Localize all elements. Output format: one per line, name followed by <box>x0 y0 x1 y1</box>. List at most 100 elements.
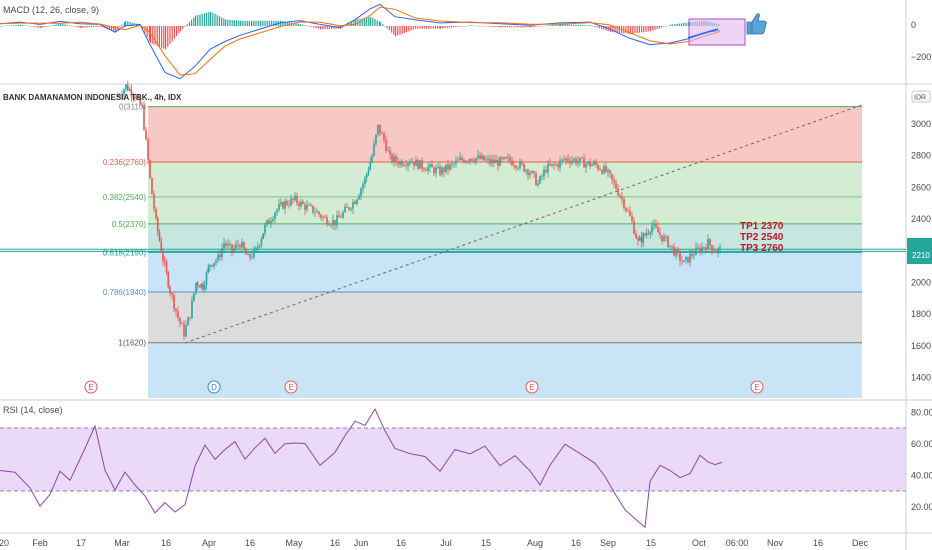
macd-histogram-bar <box>11 25 13 26</box>
candle-body <box>134 97 136 99</box>
macd-histogram-bar <box>476 25 478 27</box>
macd-histogram-bar <box>44 26 46 27</box>
macd-histogram-bar <box>248 20 250 26</box>
candle-body <box>330 224 332 226</box>
candle-body <box>649 232 652 234</box>
macd-histogram-bar <box>212 12 214 26</box>
macd-histogram-bar <box>511 26 513 28</box>
price-tick: 2400 <box>911 214 931 224</box>
candle-body <box>247 254 249 256</box>
macd-histogram-bar <box>129 21 131 26</box>
macd-histogram-bar <box>586 25 588 26</box>
event-marker[interactable] <box>525 380 539 394</box>
macd-histogram-bar <box>556 24 558 26</box>
candle-body <box>713 250 715 252</box>
macd-histogram-bar <box>4 25 6 27</box>
time-tick: Apr <box>202 538 216 548</box>
candle-body <box>306 204 308 210</box>
candle-body <box>332 220 334 225</box>
macd-histogram-bar <box>57 23 59 26</box>
candle-body <box>346 206 348 208</box>
candle-body <box>119 95 121 97</box>
event-marker[interactable] <box>84 380 98 394</box>
macd-histogram-bar <box>601 26 603 29</box>
candle-body <box>338 215 340 218</box>
candle-body <box>421 160 423 169</box>
macd-histogram-bar <box>448 26 450 28</box>
event-marker[interactable] <box>207 380 221 394</box>
candle-body <box>591 164 593 167</box>
candle-body <box>541 176 543 178</box>
candle-body <box>467 161 469 162</box>
candle-body <box>499 157 501 166</box>
candle-body <box>290 198 292 206</box>
candle-body <box>189 317 191 319</box>
macd-histogram-bar <box>240 20 242 26</box>
macd-histogram-bar <box>163 26 165 49</box>
candle-body <box>423 168 425 171</box>
fibonacci-labels: 0(3110) 0.236(2760) 0.382(2540) 0.5(2370) 0.… <box>103 103 146 348</box>
candle-body <box>200 283 203 288</box>
macd-histogram-bar <box>178 26 180 34</box>
macd-histogram-bar <box>534 26 536 27</box>
macd-histogram-bar <box>0 26 2 27</box>
candle-body <box>679 252 681 262</box>
fib-zone <box>148 252 862 293</box>
candle-body <box>139 97 142 105</box>
candle-body <box>245 249 247 255</box>
candle-body <box>203 284 206 290</box>
candle-body <box>547 163 549 173</box>
macd-histogram-bar <box>391 26 393 33</box>
macd-histogram-bar <box>302 24 304 26</box>
fib-level-label: 0(3110) <box>119 103 146 112</box>
candle-body <box>687 256 689 263</box>
candle-body <box>270 221 272 224</box>
macd-histogram-bar <box>165 26 167 50</box>
macd-histogram-bar <box>206 12 208 26</box>
macd-histogram-bar <box>672 24 674 26</box>
macd-histogram-bar <box>419 26 421 29</box>
candle-body <box>523 163 525 172</box>
macd-histogram-bar <box>111 26 113 31</box>
macd-histogram-bar <box>678 23 680 26</box>
fibonacci-retracement <box>0 106 906 398</box>
time-tick: Aug <box>527 538 543 548</box>
time-tick: 15 <box>646 538 656 548</box>
event-marker[interactable] <box>750 380 764 394</box>
macd-histogram-bar <box>374 19 376 26</box>
macd-histogram-bar <box>35 26 37 28</box>
candle-body <box>565 158 567 161</box>
candle-body <box>171 293 173 295</box>
macd-histogram-bar <box>517 26 519 28</box>
candle-body <box>605 165 607 172</box>
macd-histogram-bar <box>366 17 368 26</box>
macd-histogram-bar <box>255 20 257 26</box>
candle-body <box>334 220 336 226</box>
event-marker[interactable] <box>284 380 298 394</box>
candle-body <box>350 208 352 210</box>
event-marker-label: E <box>288 383 293 392</box>
candle-body <box>320 214 322 218</box>
fib-zone <box>148 162 862 197</box>
candle-body <box>693 255 695 256</box>
macd-histogram-bar <box>236 20 238 26</box>
target-2-label: TP2 2540 <box>740 232 784 243</box>
candle-body <box>529 172 531 176</box>
candle-body <box>517 167 519 169</box>
candle-body <box>671 245 673 247</box>
candle-body <box>715 251 717 253</box>
macd-histogram-bar <box>115 26 117 33</box>
macd-trend-arrow <box>687 28 719 39</box>
macd-histogram-bar <box>173 26 175 39</box>
macd-histogram-bar <box>304 25 306 26</box>
candle-body <box>195 282 197 294</box>
macd-histogram-bar <box>197 15 199 26</box>
candle-body <box>642 233 645 243</box>
candle-body <box>251 257 253 259</box>
macd-histogram-bar <box>251 20 253 26</box>
macd-histogram-bar <box>368 17 370 26</box>
macd-histogram-bar <box>590 25 592 26</box>
candle-body <box>705 247 707 250</box>
candle-body <box>209 264 211 267</box>
